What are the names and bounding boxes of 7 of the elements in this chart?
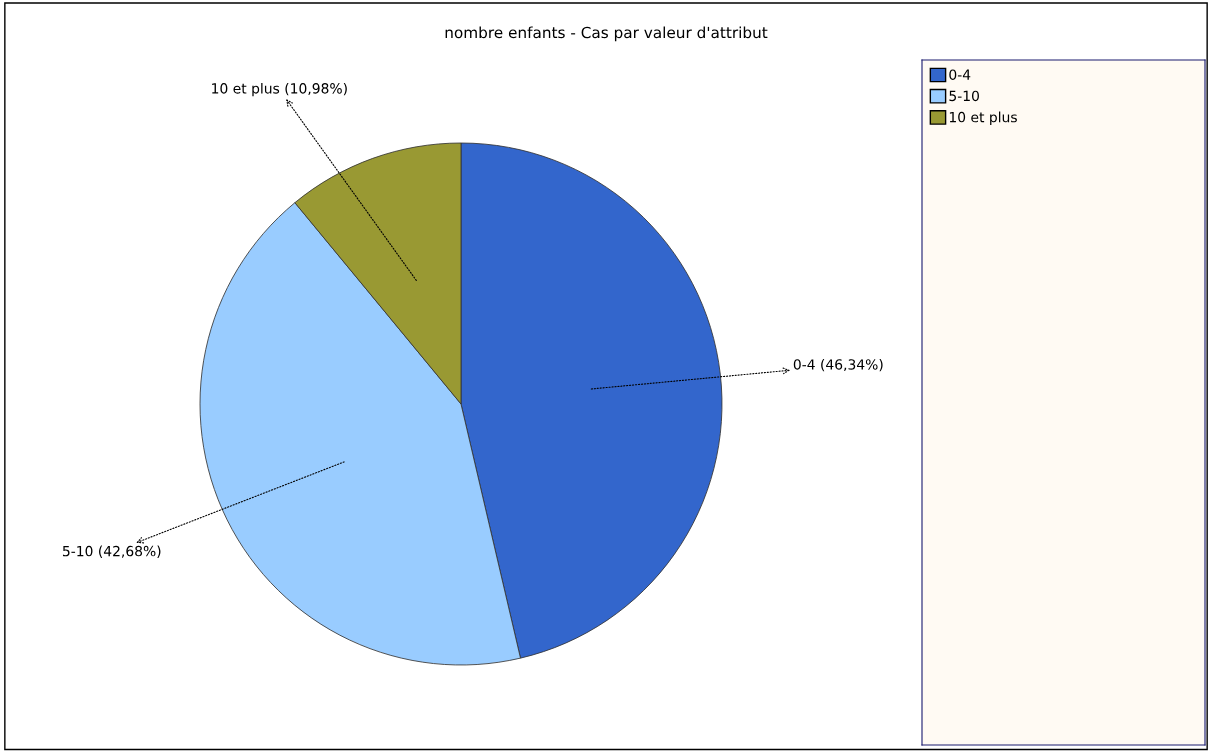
legend-label: 0-4 — [949, 69, 971, 80]
data-label: 10 et plus (10,98%) — [212, 82, 347, 97]
chart-title: nombre enfants - Cas par valeur d'attribut — [445, 26, 768, 42]
legend-label: 5-10 — [949, 90, 979, 102]
data-label: 0-4 (46,34%) — [793, 358, 883, 372]
legend-label: 10 et plus — [949, 111, 1017, 126]
data-label: 5-10 (42,68%) — [62, 545, 161, 558]
